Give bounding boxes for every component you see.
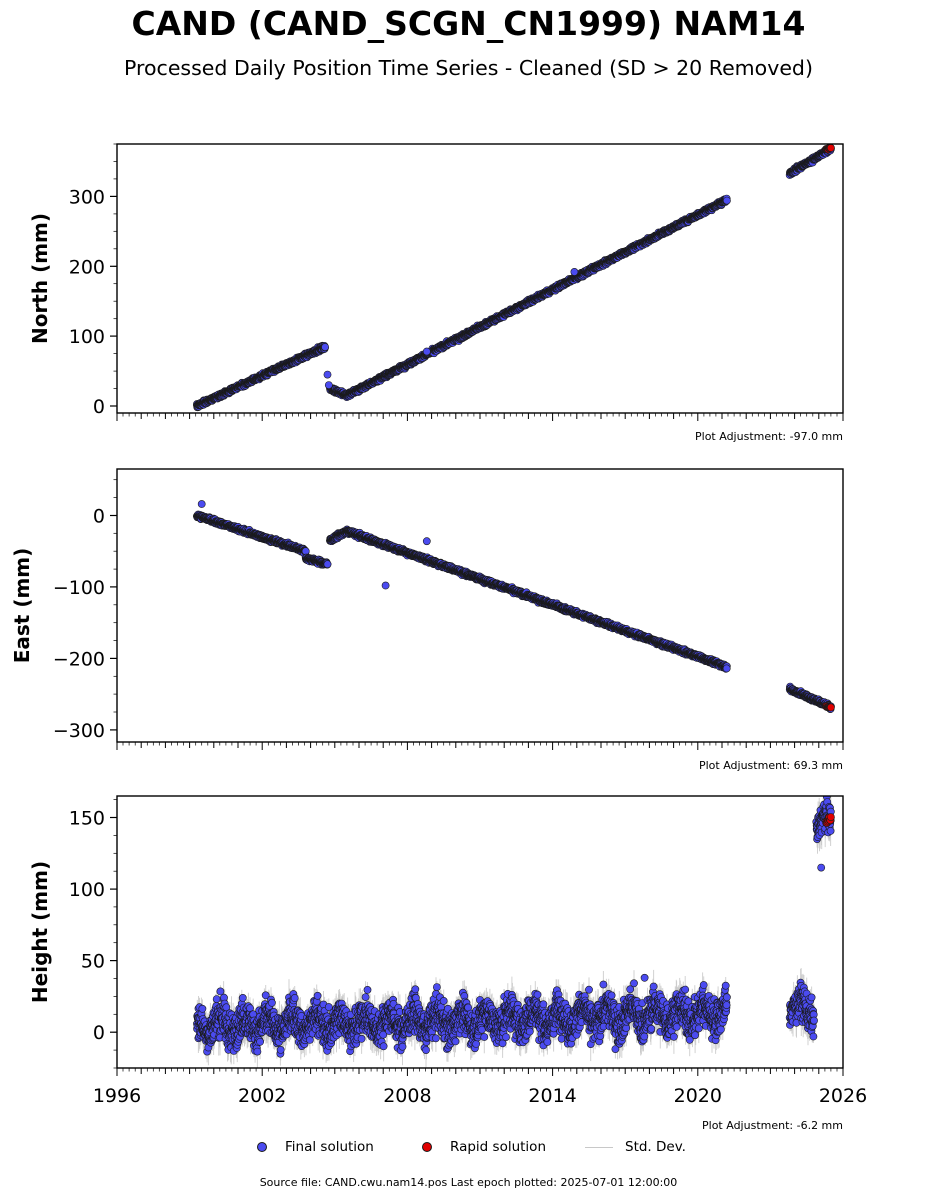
north-data bbox=[192, 144, 835, 412]
page-subtitle: Processed Daily Position Time Series - C… bbox=[124, 56, 813, 80]
page-title: CAND (CAND_SCGN_CN1999) NAM14 bbox=[131, 4, 806, 43]
north-final-points bbox=[192, 144, 835, 412]
north-stddev-bars bbox=[196, 146, 832, 410]
final-point bbox=[321, 343, 329, 351]
